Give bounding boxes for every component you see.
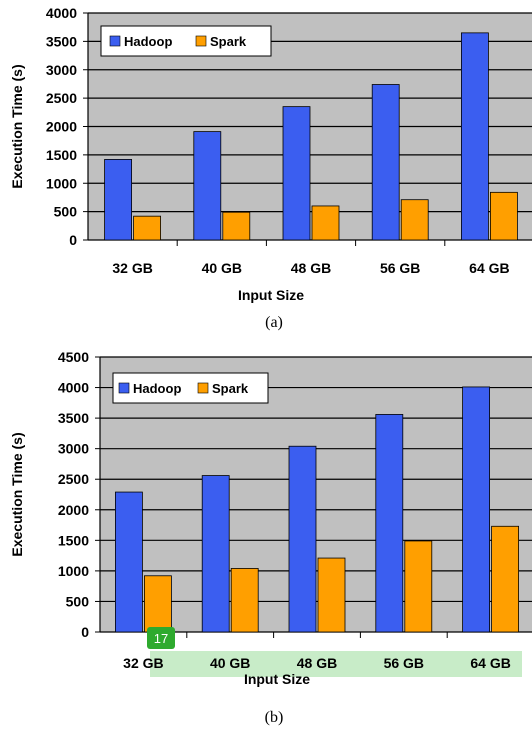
bar-spark-40gb (222, 211, 251, 241)
bar-spark-40gb (230, 568, 259, 633)
x-tick-label: 32 GB (112, 260, 152, 276)
x-tick-label: 48 GB (297, 655, 337, 671)
x-tick-label: 40 GB (210, 655, 250, 671)
y-tick-label: 3000 (58, 441, 89, 457)
figure-caption: (b) (265, 709, 284, 726)
x-tick-label: 40 GB (202, 260, 242, 276)
x-tick-label: 48 GB (291, 260, 331, 276)
x-tick-label: 64 GB (469, 260, 509, 276)
legend-swatch-hadoop (109, 35, 121, 47)
chart-b: 0 500 1000 1500 2000 2500 3000 3500 4000 4500 32 G… (9, 349, 532, 726)
bar-hadoop-64gb (460, 32, 489, 241)
legend-label-hadoop: Hadoop (133, 381, 181, 396)
bar-spark-64gb (491, 525, 520, 633)
x-tick-label: 56 GB (380, 260, 420, 276)
x-axis-title: Input Size (238, 287, 304, 303)
bar-spark-48gb (311, 205, 340, 241)
y-tick-label: 3500 (58, 410, 89, 426)
x-tick-label: 32 GB (123, 655, 163, 671)
bar-spark-32gb (133, 215, 162, 241)
y-tick-label: 4000 (58, 380, 89, 396)
x-tick-label: 64 GB (470, 655, 510, 671)
bar-hadoop-48gb (282, 106, 311, 241)
y-tick-label: 4000 (46, 5, 77, 21)
y-tick-label: 500 (66, 593, 90, 609)
y-tick-label: 1500 (46, 147, 77, 163)
legend-box (100, 25, 272, 57)
chart-a: 0 500 1000 1500 2000 2500 3000 3500 4000 32 GB 40 … (9, 5, 532, 331)
y-tick-label: 3000 (46, 62, 77, 78)
y-tick-label: 4500 (58, 349, 89, 365)
legend-swatch-hadoop (118, 382, 130, 394)
y-tick-label: 3500 (46, 33, 77, 49)
y-tick-label: 1500 (58, 532, 89, 548)
y-axis-title: Execution Time (s) (9, 432, 25, 556)
x-tick-label: 56 GB (384, 655, 424, 671)
y-tick-label: 0 (69, 232, 77, 248)
bar-hadoop-56gb (371, 84, 400, 241)
highlight-band (150, 651, 522, 677)
bar-spark-48gb (317, 557, 346, 633)
legend-swatch-spark (197, 382, 209, 394)
legend-label-spark: Spark (212, 381, 249, 396)
bar-hadoop-32gb (115, 491, 143, 633)
y-tick-label: 2500 (58, 471, 89, 487)
bar-hadoop-40gb (193, 131, 222, 241)
y-tick-label: 2000 (46, 119, 77, 135)
marker-badge-label: 17 (154, 631, 168, 646)
y-axis-title: Execution Time (s) (9, 64, 25, 188)
bar-hadoop-32gb (104, 159, 132, 241)
bar-spark-64gb (489, 191, 518, 241)
y-tick-label: 1000 (58, 563, 89, 579)
y-tick-label: 2500 (46, 90, 77, 106)
x-axis-title: Input Size (244, 671, 310, 687)
y-tick-label: 500 (54, 204, 78, 220)
legend-box (112, 372, 269, 404)
bar-hadoop-40gb (201, 475, 230, 633)
legend-label-hadoop: Hadoop (124, 34, 172, 49)
bar-spark-56gb (400, 199, 429, 241)
legend-label-spark: Spark (210, 34, 247, 49)
bar-hadoop-56gb (375, 414, 404, 633)
marker-badge (147, 627, 175, 649)
bar-hadoop-64gb (462, 386, 491, 633)
bar-spark-32gb (143, 575, 172, 633)
figure-caption: (a) (265, 314, 283, 331)
y-tick-label: 0 (81, 624, 89, 640)
y-tick-label: 2000 (58, 502, 89, 518)
legend-swatch-spark (195, 35, 207, 47)
y-tick-label: 1000 (46, 175, 77, 191)
bar-spark-56gb (404, 540, 433, 633)
bar-hadoop-48gb (288, 445, 317, 633)
